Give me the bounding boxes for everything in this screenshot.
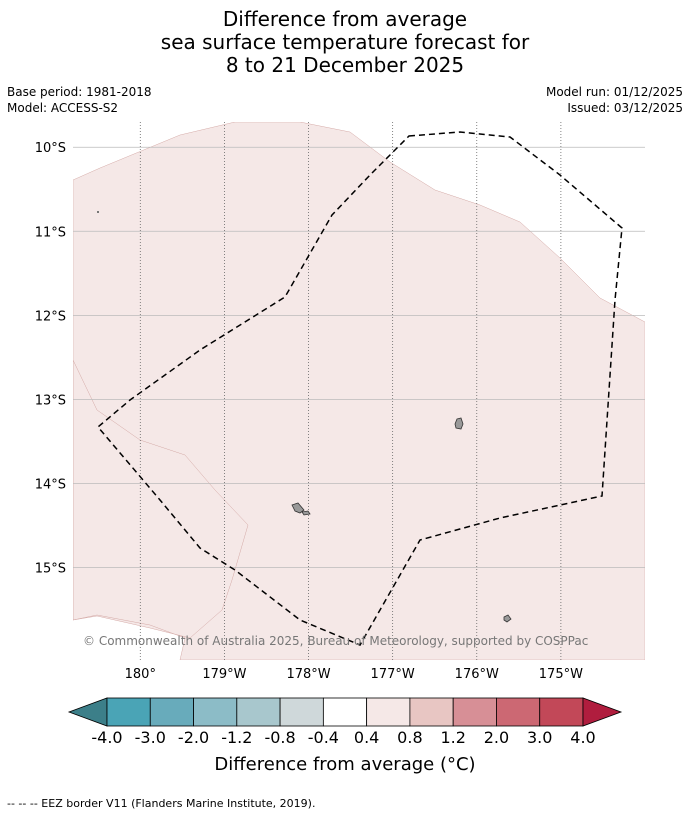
- colorbar-under-arrow: [67, 697, 108, 727]
- colorbar-tick-label-6: 0.4: [353, 728, 380, 747]
- lat-tick-label-3: 13°S: [35, 393, 66, 408]
- map-area: [73, 122, 645, 660]
- model-name: Model: ACCESS-S2: [7, 101, 119, 115]
- colorbar-tick-label-4: -0.8: [264, 728, 296, 747]
- longitude-tick-labels: 180° 179°W 178°W 177°W 176°W 175°W: [125, 667, 583, 682]
- colorbar-over-arrow: [582, 697, 623, 727]
- colorbar-swatch-5: [322, 697, 368, 727]
- colorbar-swatch-7: [409, 697, 454, 727]
- colorbar-title: Difference from average (°C): [214, 754, 476, 775]
- lon-tick-label-2: 178°W: [286, 667, 330, 682]
- colorbar-swatch-0: [106, 697, 151, 727]
- anomaly-region: [73, 122, 645, 660]
- colorbar-swatch-2: [193, 697, 238, 727]
- colorbar-tick-label-5: -0.4: [307, 728, 339, 747]
- colorbar-swatch-9: [496, 697, 541, 727]
- lon-tick-label-3: 177°W: [371, 667, 415, 682]
- colorbar-tick-label-7: 0.8: [397, 728, 423, 747]
- colorbar-tick-label-3: -1.2: [221, 728, 253, 747]
- eez-border: [96, 131, 623, 646]
- colorbar-tick-label-11: 4.0: [570, 728, 596, 747]
- colorbar-swatch-8: [452, 697, 497, 727]
- title-line-3: 8 to 21 December 2025: [225, 53, 465, 77]
- island-tiny-west: [97, 211, 99, 213]
- lat-tick-label-5: 15°S: [35, 562, 66, 577]
- copyright-text: © Commonwealth of Australia 2025, Bureau…: [83, 634, 588, 648]
- lat-tick-label-4: 14°S: [35, 477, 66, 492]
- colorbar-tick-label-2: -2.0: [177, 728, 210, 747]
- lon-tick-label-5: 175°W: [539, 667, 583, 682]
- colorbar-swatch-10: [539, 697, 584, 727]
- issued-date: Issued: 03/12/2025: [567, 101, 683, 115]
- colorbar-tick-labels: -4.0 -3.0 -2.0 -1.2 -0.8 -0.4 0.4 0.8 1.2 2.0 3.0 4…: [0, 728, 690, 748]
- colorbar-tick-label-10: 3.0: [526, 728, 553, 747]
- lat-tick-label-0: 10°S: [35, 141, 66, 156]
- colorbar-swatch-4: [279, 697, 324, 727]
- lon-tick-label-4: 176°W: [455, 667, 499, 682]
- island-wallis: [454, 417, 464, 430]
- footer-eez-note: -- -- -- EEZ border V11 (Flanders Marine…: [7, 797, 316, 810]
- title-line-2: sea surface temperature forecast for: [160, 30, 530, 54]
- meta-left: Base period: 1981-2018 Model: ACCESS-S2: [7, 84, 152, 116]
- island-futuna: [291, 502, 305, 514]
- colorbar-swatch-3: [236, 697, 281, 727]
- colorbar-swatch-6: [366, 697, 411, 727]
- colorbar-tick-label-9: 2.0: [483, 728, 510, 747]
- lat-tick-label-2: 12°S: [35, 309, 66, 324]
- chart-title: Difference from average sea surface temp…: [0, 8, 690, 77]
- lat-tick-label-1: 11°S: [35, 225, 66, 240]
- colorbar-tick-label-8: 1.2: [440, 728, 466, 747]
- lon-tick-label-1: 179°W: [202, 667, 246, 682]
- base-period: Base period: 1981-2018: [7, 85, 152, 99]
- model-run: Model run: 01/12/2025: [545, 85, 683, 99]
- colorbar-tick-label-1: -3.0: [134, 728, 166, 747]
- colorbar-tick-label-0: -4.0: [91, 728, 123, 747]
- title-line-1: Difference from average: [222, 7, 468, 31]
- island-alofi: [301, 510, 311, 516]
- meta-right: Model run: 01/12/2025 Issued: 03/12/2025: [546, 84, 683, 116]
- colorbar-swatch-1: [149, 697, 194, 727]
- colorbar: [67, 697, 623, 727]
- island-small-south: [503, 614, 512, 623]
- lon-tick-label-0: 180°: [125, 667, 156, 682]
- latitude-tick-labels: 10°S 11°S 12°S 13°S 14°S 15°S: [35, 141, 66, 576]
- latitude-gridlines: [73, 146, 645, 568]
